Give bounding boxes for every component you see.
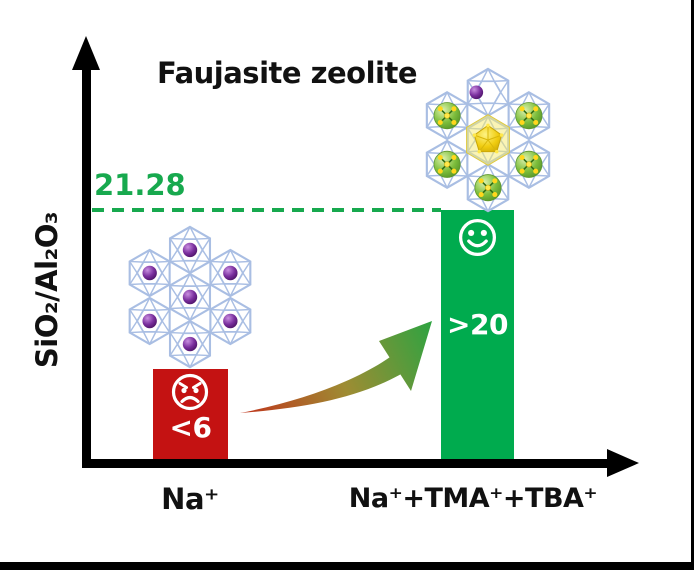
zeolite-structure-na-tma-tba-icon bbox=[410, 66, 566, 214]
threshold-value-label: 21.28 bbox=[94, 168, 186, 202]
bar-mixed-cations: >20 bbox=[441, 210, 514, 462]
bar-mixed-value-label: >20 bbox=[447, 308, 508, 341]
x-axis-arrowhead-icon bbox=[607, 449, 639, 477]
bar-na: <6 bbox=[153, 369, 228, 461]
x-category-mixed: Na⁺+TMA⁺+TBA⁺ bbox=[348, 483, 598, 514]
bar-na-value-label: <6 bbox=[169, 411, 212, 444]
happy-face-icon bbox=[458, 218, 497, 257]
x-category-na: Na⁺ bbox=[161, 482, 219, 516]
sad-face-icon bbox=[171, 373, 209, 411]
threshold-dashed-line bbox=[92, 208, 441, 212]
y-axis bbox=[82, 58, 91, 468]
growth-arrow-icon bbox=[240, 321, 432, 413]
zeolite-structure-na-icon bbox=[113, 224, 267, 370]
y-axis-label: SiO₂/Al₂O₃ bbox=[30, 211, 64, 369]
chart-title: Faujasite zeolite bbox=[156, 56, 418, 90]
figure-frame-bottom bbox=[0, 562, 694, 570]
x-axis bbox=[82, 459, 609, 468]
y-axis-arrowhead-icon bbox=[72, 36, 100, 70]
figure-frame-right bbox=[691, 0, 694, 570]
